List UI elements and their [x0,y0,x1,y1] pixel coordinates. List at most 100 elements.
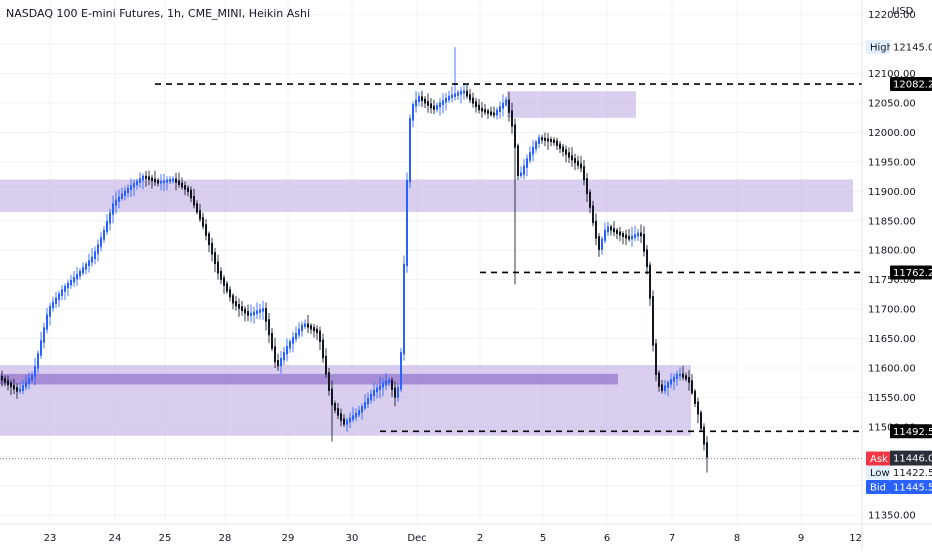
price-tick-label: 11900.00 [868,187,916,198]
candle-body [328,372,330,391]
price-tick-label: 11700.00 [868,305,916,316]
price-tick-label: 12100.00 [868,69,916,80]
candle-body [109,212,111,224]
candle-body [112,203,114,215]
level-tag-value-bg [890,424,932,439]
candle-body [292,337,294,344]
candle-body [700,412,702,430]
candle-body [247,311,249,316]
high-tag-value: 12145.00 [893,43,932,54]
candle-body [163,180,165,184]
chart-title: NASDAQ 100 E-mini Futures, 1h, CME_MINI,… [6,7,310,20]
candle-body [283,352,285,361]
candle-body [577,160,579,166]
low-tag-name: Low [870,468,890,479]
bid-tag-value-bg [890,479,932,494]
candle-body [343,418,345,425]
bid-tag-name-bg [866,479,890,494]
time-tick-label: 12 [849,533,862,544]
candle-body [55,297,57,305]
candle-body [178,180,180,186]
candle-body [679,373,681,377]
candle-body [673,376,675,382]
high-tag-value-bg [890,40,932,55]
candle-body [199,210,201,220]
price-tick-label: 11350.00 [868,511,916,522]
candle-body [142,175,144,181]
candle-body [538,137,540,144]
dashed-levels [0,83,862,460]
candle-body [166,179,168,183]
candle-body [418,96,420,103]
time-tick-label: 9 [798,533,804,544]
candle-body [43,327,45,343]
candle-body [187,187,189,193]
time-tick-label: 28 [219,533,232,544]
candle-body [355,412,357,418]
candle-body [241,306,243,312]
candle-body [25,381,27,388]
candle-body [580,163,582,169]
candle-body [397,387,399,398]
time-axis[interactable]: 23 24 25 28 29 30 Dec 2 5 6 7 8 9 12 [44,533,862,544]
candle-body [100,237,102,247]
candle-body [394,387,396,398]
candle-body [82,267,84,274]
candle-body [454,93,456,97]
candle-body [223,277,225,286]
candle-body [361,406,363,413]
candle-body [466,90,468,97]
candle-body [523,165,525,175]
candle-body [427,101,429,106]
candle-body [115,199,117,206]
candle-body [157,179,159,184]
candle-body [364,402,366,409]
candle-body [211,242,213,255]
low-tag-value-bg [890,465,932,480]
candle-body [31,374,33,381]
candle-body [130,185,132,191]
candle-body [316,328,318,333]
candle-body [73,277,75,283]
candle-body [622,233,624,237]
time-tick-label: 2 [477,533,483,544]
candle-body [331,388,333,406]
candle-body [520,172,522,177]
candle-body [442,100,444,105]
candle-body [1,375,3,381]
candle-body [586,178,588,195]
candle-body [19,388,21,392]
candle-body [535,141,537,150]
candle-body [514,124,516,148]
candle-body [97,244,99,254]
candle-body [451,94,453,99]
candle-body [424,98,426,104]
price-tick-label: 11650.00 [868,334,916,345]
candle-body [322,339,324,359]
candle-body [202,217,204,227]
ask-tag-name: Ask [870,454,888,465]
candle-body [409,118,411,183]
bid-tag-value: 11445.50 [893,482,932,493]
candle-body [496,109,498,116]
candle-body [628,236,630,240]
low-tag-value: 11422.50 [893,468,932,479]
candle-body [67,282,69,289]
candle-body [61,289,63,296]
candle-body [127,187,129,194]
candle-body [175,178,177,183]
candle-body [640,232,642,237]
candle-body [541,137,543,141]
candle-body [601,238,603,250]
candle-body [172,178,174,182]
candle-body [10,382,12,388]
candle-body [619,231,621,236]
candle-body [196,203,198,213]
candle-body [370,393,372,401]
candle-body [550,139,552,142]
candle-body [271,332,273,349]
candle-body [136,180,138,186]
